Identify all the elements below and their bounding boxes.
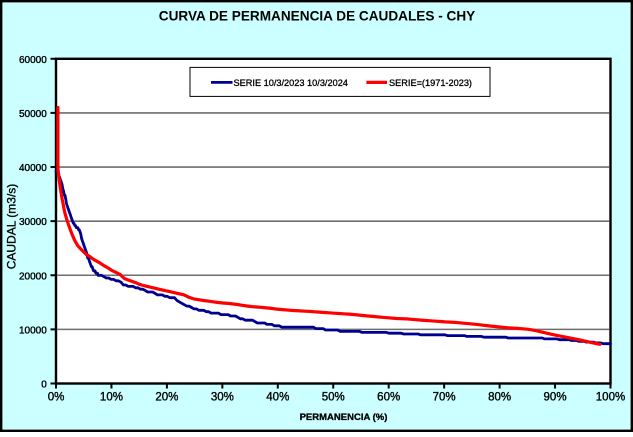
svg-text:SERIE=(1971-2023): SERIE=(1971-2023) <box>389 78 472 88</box>
svg-text:30%: 30% <box>211 391 234 403</box>
svg-text:SERIE 10/3/2023 10/3/2024: SERIE 10/3/2023 10/3/2024 <box>234 78 348 88</box>
svg-text:50%: 50% <box>322 391 345 403</box>
svg-text:30000: 30000 <box>19 217 47 228</box>
svg-text:50000: 50000 <box>19 109 47 120</box>
svg-text:70%: 70% <box>433 391 456 403</box>
svg-text:40%: 40% <box>266 391 289 403</box>
svg-text:40000: 40000 <box>19 163 47 174</box>
svg-text:0%: 0% <box>48 391 65 403</box>
svg-text:20%: 20% <box>155 391 178 403</box>
svg-text:PERMANENCIA (%): PERMANENCIA (%) <box>300 412 388 423</box>
svg-text:CURVA DE PERMANENCIA DE CAUDAL: CURVA DE PERMANENCIA DE CAUDALES - CHY <box>159 9 475 24</box>
svg-text:90%: 90% <box>544 391 567 403</box>
svg-text:CAUDAL (m3/s): CAUDAL (m3/s) <box>5 184 19 270</box>
svg-text:60%: 60% <box>377 391 400 403</box>
svg-text:0: 0 <box>41 380 47 391</box>
svg-text:10000: 10000 <box>19 325 47 336</box>
svg-text:20000: 20000 <box>19 271 47 282</box>
svg-text:10%: 10% <box>100 391 123 403</box>
svg-text:60000: 60000 <box>19 55 47 66</box>
svg-text:80%: 80% <box>488 391 511 403</box>
svg-text:100%: 100% <box>596 391 625 403</box>
